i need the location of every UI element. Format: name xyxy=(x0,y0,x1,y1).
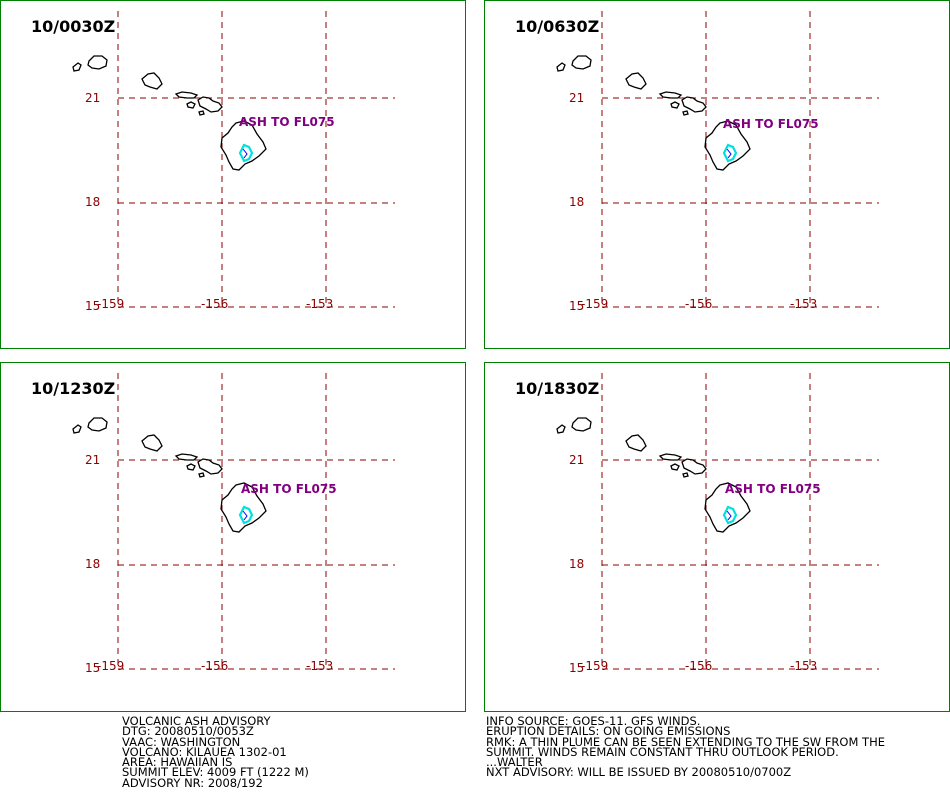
forecast-panel: 10/1230Z 21 18 15 -159 -156 -153 ASH TO FL075 xyxy=(0,362,466,712)
panel-time-title: 10/0030Z xyxy=(31,17,116,36)
molokai-island xyxy=(658,91,683,99)
ash-plume xyxy=(238,143,254,163)
hawaii-island xyxy=(220,120,267,171)
latitude-label: 21 xyxy=(569,91,585,105)
oahu-island xyxy=(625,434,647,452)
kauai-island xyxy=(87,417,108,432)
longitude-label: -156 xyxy=(685,297,713,311)
latitude-label: 15 xyxy=(85,661,101,675)
ash-altitude-label: ASH TO FL075 xyxy=(723,117,819,131)
kahoolawe-island xyxy=(198,472,205,478)
latitude-label: 21 xyxy=(569,453,585,467)
advisory-line: VOLCANIC ASH ADVISORY xyxy=(122,714,271,728)
kahoolawe-island xyxy=(682,110,689,116)
map-canvas xyxy=(72,373,395,670)
ash-plume xyxy=(722,143,738,163)
molokai-island xyxy=(658,453,683,461)
advisory-line: VOLCANO: KILAUEA 1302-01 xyxy=(122,744,287,759)
ash-plume-accent xyxy=(726,510,732,521)
maui-island xyxy=(681,458,707,475)
panel-time-title: 10/1830Z xyxy=(515,379,600,398)
ash-plume-accent xyxy=(242,148,248,159)
forecast-panel: 10/1830Z 21 18 15 -159 -156 -153 ASH TO FL075 xyxy=(484,362,950,712)
longitude-label: -156 xyxy=(685,659,713,673)
ash-plume-accent xyxy=(242,510,248,521)
kauai-island xyxy=(87,55,108,70)
advisory-line: DTG: 20080510/0053Z xyxy=(122,724,254,739)
longitude-label: -159 xyxy=(97,659,125,673)
oahu-island xyxy=(141,72,163,90)
maui-island xyxy=(681,96,707,113)
latitude-label: 21 xyxy=(85,453,101,467)
advisory-line: AREA: HAWAIIAN IS xyxy=(122,755,233,770)
kahoolawe-island xyxy=(682,472,689,478)
ash-plume xyxy=(722,505,738,525)
ash-plume xyxy=(238,505,254,525)
ash-plume-accent xyxy=(726,148,732,159)
latitude-label: 18 xyxy=(569,557,585,571)
advisory-line: ADVISORY NR: 2008/192 xyxy=(122,775,263,790)
lanai-island xyxy=(186,101,196,109)
longitude-label: -159 xyxy=(97,297,125,311)
longitude-label: -153 xyxy=(306,297,334,311)
panel-time-title: 10/1230Z xyxy=(31,379,116,398)
niihau-island xyxy=(72,424,82,434)
oahu-island xyxy=(141,434,163,452)
latitude-label: 15 xyxy=(569,661,585,675)
longitude-label: -153 xyxy=(790,659,818,673)
map-canvas xyxy=(556,373,879,670)
hawaii-island xyxy=(704,120,751,171)
advisory-remarks-block: INFO SOURCE: GOES-11. GFS WINDS. ERUPTIO… xyxy=(486,714,885,780)
maui-island xyxy=(197,96,223,113)
latitude-label: 15 xyxy=(569,299,585,313)
niihau-island xyxy=(556,424,566,434)
map-canvas xyxy=(72,11,395,308)
hawaii-island xyxy=(220,482,267,533)
ash-altitude-label: ASH TO FL075 xyxy=(241,482,337,496)
advisory-header-block: VOLCANIC ASH ADVISORY DTG: 20080510/0053… xyxy=(122,714,309,790)
niihau-island xyxy=(72,62,82,72)
panel-time-title: 10/0630Z xyxy=(515,17,600,36)
latitude-label: 21 xyxy=(85,91,101,105)
latitude-label: 18 xyxy=(85,557,101,571)
longitude-label: -159 xyxy=(581,659,609,673)
advisory-line: SUMMIT. WINDS REMAIN CONSTANT THRU OUTLO… xyxy=(486,744,839,759)
advisory-line: INFO SOURCE: GOES-11. GFS WINDS. xyxy=(486,714,701,728)
molokai-island xyxy=(174,91,199,99)
longitude-label: -153 xyxy=(306,659,334,673)
advisory-line: VAAC: WASHINGTON xyxy=(122,734,241,749)
maui-island xyxy=(197,458,223,475)
kauai-island xyxy=(571,417,592,432)
longitude-label: -156 xyxy=(201,297,229,311)
forecast-panel: 10/0030Z 21 18 15 -159 -156 -153 ASH TO FL075 xyxy=(0,0,466,349)
forecast-panel: 10/0630Z 21 18 15 -159 -156 -153 ASH TO FL075 xyxy=(484,0,950,349)
lanai-island xyxy=(670,463,680,471)
advisory-line: ERUPTION DETAILS: ON GOING EMISSIONS xyxy=(486,724,731,739)
map-canvas xyxy=(556,11,879,308)
latitude-label: 18 xyxy=(569,195,585,209)
lanai-island xyxy=(670,101,680,109)
advisory-line: ...WALTER xyxy=(486,755,543,770)
kauai-island xyxy=(571,55,592,70)
longitude-label: -159 xyxy=(581,297,609,311)
advisory-line: SUMMIT ELEV: 4009 FT (1222 M) xyxy=(122,765,309,780)
longitude-label: -156 xyxy=(201,659,229,673)
lanai-island xyxy=(186,463,196,471)
molokai-island xyxy=(174,453,199,461)
kahoolawe-island xyxy=(198,110,205,116)
advisory-line: NXT ADVISORY: WILL BE ISSUED BY 20080510… xyxy=(486,765,792,780)
oahu-island xyxy=(625,72,647,90)
ash-altitude-label: ASH TO FL075 xyxy=(725,482,821,496)
longitude-label: -153 xyxy=(790,297,818,311)
latitude-label: 18 xyxy=(85,195,101,209)
ash-altitude-label: ASH TO FL075 xyxy=(239,115,335,129)
advisory-line: RMK: A THIN PLUME CAN BE SEEN EXTENDING … xyxy=(486,734,885,749)
hawaii-island xyxy=(704,482,751,533)
niihau-island xyxy=(556,62,566,72)
latitude-label: 15 xyxy=(85,299,101,313)
